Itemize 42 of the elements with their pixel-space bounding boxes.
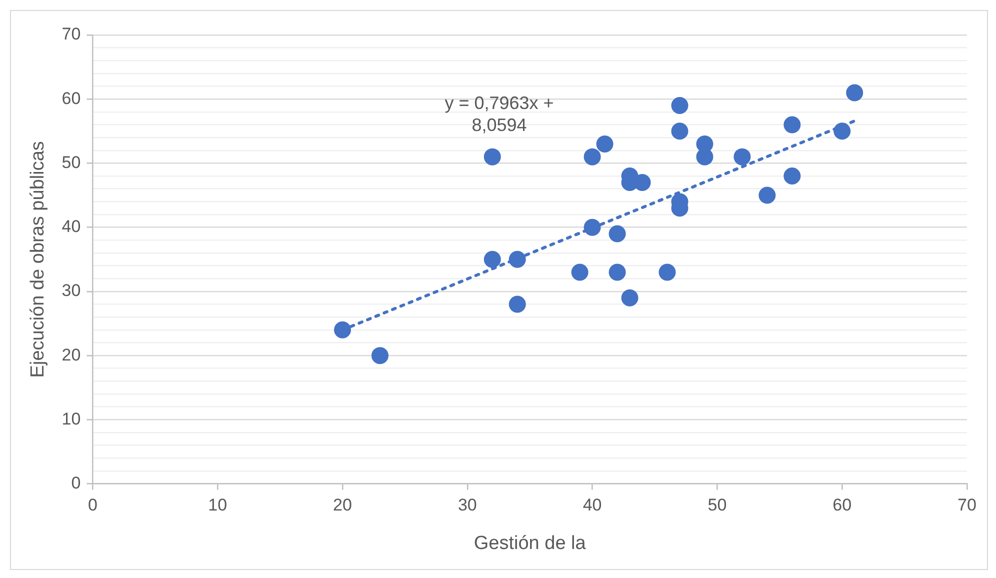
y-tick-label: 30 [62,281,81,300]
point [334,321,352,338]
x-tick-label: 50 [708,496,727,515]
point [484,148,501,166]
x-tick-label: 30 [458,496,477,515]
point [608,225,626,242]
point [508,296,526,313]
point [846,84,864,102]
x-tick-label: 20 [333,496,352,515]
y-tick-label: 60 [62,88,81,108]
point [696,148,714,166]
x-axis-title: Gestión de la [474,532,586,554]
point [596,135,614,152]
point [758,186,776,204]
point [508,250,526,268]
y-tick-label: 70 [62,24,81,44]
point [608,264,626,281]
point [371,347,388,364]
point [621,289,638,306]
point [784,116,801,134]
point [584,148,601,166]
point [784,168,801,185]
y-tick-label: 0 [71,473,81,492]
point [834,122,851,140]
x-tick-label: 10 [208,496,228,515]
y-tick-label: 40 [62,217,81,236]
point [571,264,588,281]
y-tick-label: 50 [62,152,81,172]
point [671,97,688,114]
x-tick-label: 60 [832,496,852,515]
x-tick-label: 40 [582,496,602,515]
point [658,264,676,281]
point [671,122,688,140]
point [734,148,751,166]
y-tick-label: 20 [62,345,81,364]
y-tick-label: 10 [62,409,81,428]
annotation: y = 0,7963x + 8,0594 [444,92,554,135]
x-tick-label: 0 [88,496,98,515]
point [584,218,601,236]
x-tick-label: 70 [958,496,976,515]
y-axis-title: Ejecución de obras públicas [28,141,49,378]
point [484,250,501,268]
